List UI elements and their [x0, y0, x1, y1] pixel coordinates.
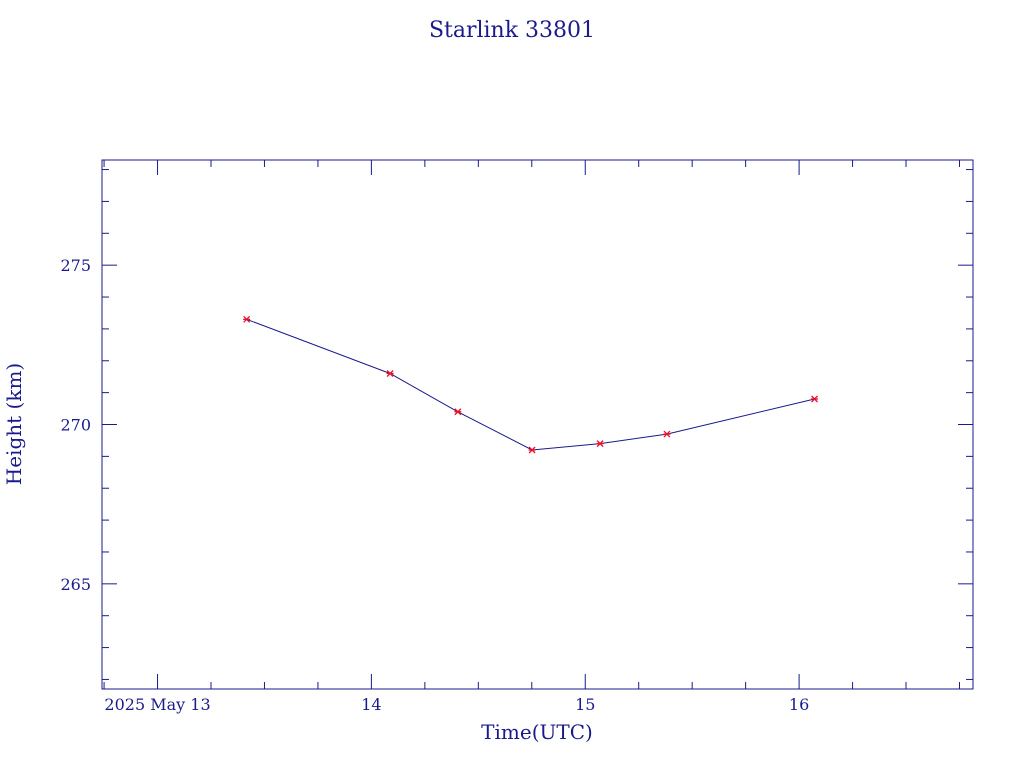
data-point: [243, 315, 251, 323]
series-line: [246, 318, 815, 451]
data-point: [386, 370, 394, 377]
y-axis-label: Height (km): [2, 363, 26, 485]
series-layer: [243, 315, 819, 454]
data-point: [454, 408, 462, 416]
x-axis: 2025 May 13 14 15 16: [103, 160, 960, 714]
x-axis-label: Time(UTC): [481, 720, 593, 744]
data-point: [663, 430, 671, 438]
chart-title: Starlink 33801: [429, 18, 595, 43]
x-tick-label: 2025 May 13: [104, 695, 210, 714]
y-tick-label: 275: [60, 256, 91, 275]
data-point: [528, 446, 536, 454]
y-axis: 265 270 275: [60, 169, 973, 680]
data-point: [811, 395, 819, 403]
plot-frame: [101, 159, 974, 690]
y-tick-label: 270: [60, 416, 91, 435]
y-tick-label: 265: [60, 575, 91, 594]
data-point: [596, 440, 604, 448]
x-tick-label: 16: [789, 695, 809, 714]
x-tick-label: 15: [575, 695, 595, 714]
x-tick-label: 14: [361, 695, 381, 714]
